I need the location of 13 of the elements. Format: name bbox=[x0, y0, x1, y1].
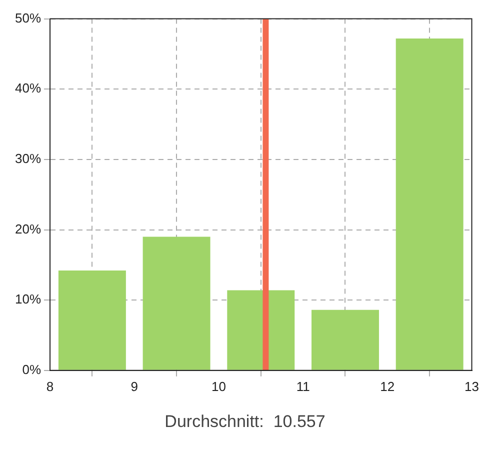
y-tick-label: 10% bbox=[14, 292, 42, 307]
x-tick-label: 8 bbox=[46, 378, 54, 394]
x-tick-label: 12 bbox=[380, 378, 395, 394]
y-tick-label: 0% bbox=[22, 362, 42, 377]
y-tick-label: 40% bbox=[14, 80, 42, 96]
y-tick-label: 50% bbox=[14, 10, 42, 26]
x-tick-label: 11 bbox=[296, 378, 310, 394]
text: Durchschnitt: 10.557 bbox=[164, 412, 326, 432]
y-tick-label: 30% bbox=[14, 151, 42, 166]
y-tick-label: 20% bbox=[14, 221, 42, 236]
x-tick-label: 9 bbox=[130, 378, 138, 394]
x-tick-label: 13 bbox=[464, 378, 480, 394]
x-tick-label: 10 bbox=[211, 378, 226, 394]
